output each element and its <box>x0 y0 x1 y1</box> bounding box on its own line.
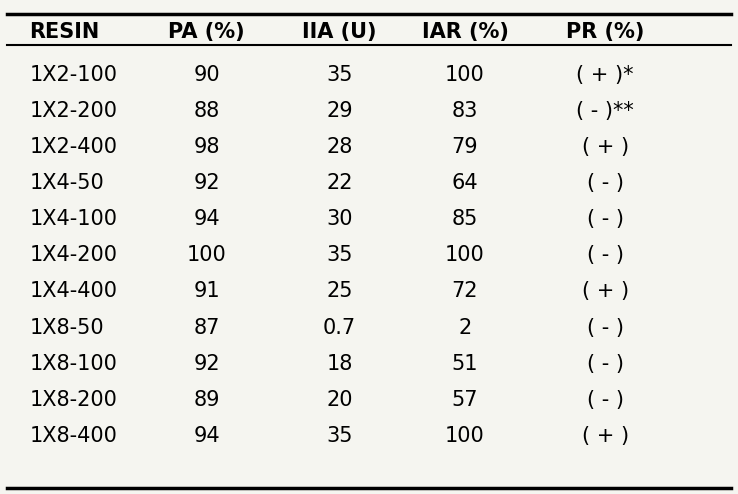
Text: 18: 18 <box>326 354 353 373</box>
Text: ( - ): ( - ) <box>587 390 624 410</box>
Text: 90: 90 <box>193 65 220 85</box>
Text: ( - ): ( - ) <box>587 173 624 193</box>
Text: 35: 35 <box>326 426 353 446</box>
Text: 1X2-400: 1X2-400 <box>30 137 117 157</box>
Text: 30: 30 <box>326 209 353 229</box>
Text: 35: 35 <box>326 65 353 85</box>
Text: 100: 100 <box>445 426 485 446</box>
Text: 94: 94 <box>193 426 220 446</box>
Text: 1X8-50: 1X8-50 <box>30 318 104 337</box>
Text: 87: 87 <box>193 318 220 337</box>
Text: 20: 20 <box>326 390 353 410</box>
Text: 1X4-200: 1X4-200 <box>30 246 117 265</box>
Text: 94: 94 <box>193 209 220 229</box>
Text: RESIN: RESIN <box>30 22 100 42</box>
Text: 85: 85 <box>452 209 478 229</box>
Text: 91: 91 <box>193 282 220 301</box>
Text: IIA (U): IIA (U) <box>303 22 376 42</box>
Text: ( + ): ( + ) <box>582 426 629 446</box>
Text: 83: 83 <box>452 101 478 121</box>
Text: 72: 72 <box>452 282 478 301</box>
Text: PA (%): PA (%) <box>168 22 245 42</box>
Text: 1X8-100: 1X8-100 <box>30 354 117 373</box>
Text: 98: 98 <box>193 137 220 157</box>
Text: 100: 100 <box>445 65 485 85</box>
Text: 28: 28 <box>326 137 353 157</box>
Text: ( - ): ( - ) <box>587 209 624 229</box>
Text: 64: 64 <box>452 173 478 193</box>
Text: ( + ): ( + ) <box>582 137 629 157</box>
Text: PR (%): PR (%) <box>566 22 644 42</box>
Text: 35: 35 <box>326 246 353 265</box>
Text: ( - ): ( - ) <box>587 354 624 373</box>
Text: ( - ): ( - ) <box>587 318 624 337</box>
Text: 100: 100 <box>187 246 227 265</box>
Text: 1X4-100: 1X4-100 <box>30 209 117 229</box>
Text: ( + ): ( + ) <box>582 282 629 301</box>
Text: 1X4-50: 1X4-50 <box>30 173 104 193</box>
Text: 92: 92 <box>193 173 220 193</box>
Text: 29: 29 <box>326 101 353 121</box>
Text: IAR (%): IAR (%) <box>421 22 508 42</box>
Text: 22: 22 <box>326 173 353 193</box>
Text: 1X8-200: 1X8-200 <box>30 390 117 410</box>
Text: 88: 88 <box>193 101 220 121</box>
Text: ( - )**: ( - )** <box>576 101 634 121</box>
Text: 100: 100 <box>445 246 485 265</box>
Text: 79: 79 <box>452 137 478 157</box>
Text: 1X8-400: 1X8-400 <box>30 426 117 446</box>
Text: 1X2-200: 1X2-200 <box>30 101 117 121</box>
Text: 89: 89 <box>193 390 220 410</box>
Text: 92: 92 <box>193 354 220 373</box>
Text: ( - ): ( - ) <box>587 246 624 265</box>
Text: ( + )*: ( + )* <box>576 65 634 85</box>
Text: 25: 25 <box>326 282 353 301</box>
Text: 2: 2 <box>458 318 472 337</box>
Text: 1X4-400: 1X4-400 <box>30 282 117 301</box>
Text: 1X2-100: 1X2-100 <box>30 65 117 85</box>
Text: 57: 57 <box>452 390 478 410</box>
Text: 51: 51 <box>452 354 478 373</box>
Text: 0.7: 0.7 <box>323 318 356 337</box>
